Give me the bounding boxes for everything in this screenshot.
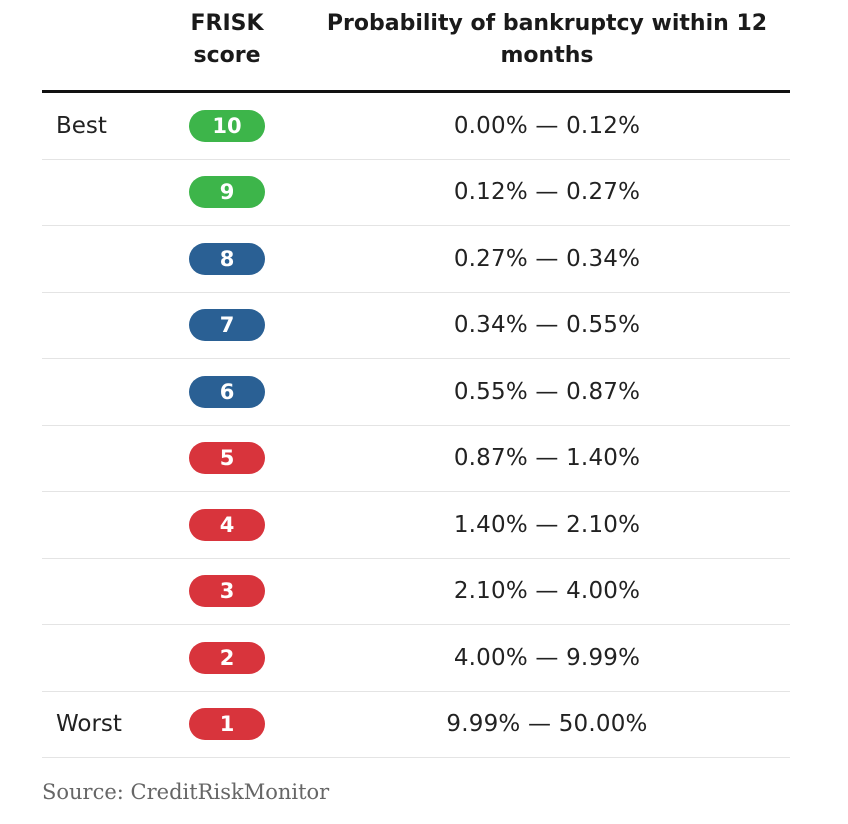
- source-note: Source: CreditRiskMonitor: [42, 780, 330, 804]
- frisk-score-badge: 9: [189, 176, 265, 209]
- table-row: 4 1.40% — 2.10%: [42, 492, 790, 559]
- probability-range: 0.87% — 1.40%: [453, 445, 641, 472]
- frisk-score-badge: 2: [189, 641, 265, 674]
- probability-range: 0.00% — 0.12%: [453, 112, 641, 139]
- frisk-score-badge: 6: [189, 375, 265, 408]
- table-row: 2 4.00% — 9.99%: [42, 625, 790, 692]
- frisk-score-badge: 4: [189, 508, 265, 541]
- header-frisk-score: FRISK score: [190, 11, 264, 68]
- frisk-table: FRISK score Probability of bankruptcy wi…: [42, 0, 790, 758]
- probability-range: 4.00% — 9.99%: [453, 644, 641, 671]
- table-body: Best 10 0.00% — 0.12% 9 0.12% — 0.27% 8 0.27% …: [42, 93, 790, 758]
- frisk-score-badge: 3: [189, 575, 265, 608]
- frisk-score-badge: 10: [189, 109, 265, 142]
- frisk-score-badge: 7: [189, 309, 265, 342]
- table-row: 6 0.55% — 0.87%: [42, 359, 790, 426]
- probability-range: 2.10% — 4.00%: [453, 578, 641, 605]
- frisk-score-badge: 1: [189, 708, 265, 741]
- table-row: 9 0.12% — 0.27%: [42, 160, 790, 226]
- header-probability: Probability of bankruptcy within 12 mont…: [326, 11, 768, 68]
- table-row: 5 0.87% — 1.40%: [42, 426, 790, 492]
- probability-range: 0.27% — 0.34%: [453, 245, 641, 272]
- table-row: 3 2.10% — 4.00%: [42, 559, 790, 625]
- frisk-score-badge: 5: [189, 442, 265, 475]
- table-row: 7 0.34% — 0.55%: [42, 293, 790, 359]
- row-rank-label: Worst: [56, 711, 122, 738]
- probability-range: 0.12% — 0.27%: [453, 179, 641, 206]
- probability-range: 0.55% — 0.87%: [453, 378, 641, 405]
- table-header: FRISK score Probability of bankruptcy wi…: [42, 0, 790, 93]
- probability-range: 0.34% — 0.55%: [453, 312, 641, 339]
- frisk-score-badge: 8: [189, 242, 265, 275]
- probability-range: 9.99% — 50.00%: [446, 711, 648, 738]
- table-row: 8 0.27% — 0.34%: [42, 226, 790, 293]
- table-row: Worst 1 9.99% — 50.00%: [42, 692, 790, 758]
- row-rank-label: Best: [56, 112, 107, 139]
- probability-range: 1.40% — 2.10%: [453, 511, 641, 538]
- table-row: Best 10 0.00% — 0.12%: [42, 93, 790, 160]
